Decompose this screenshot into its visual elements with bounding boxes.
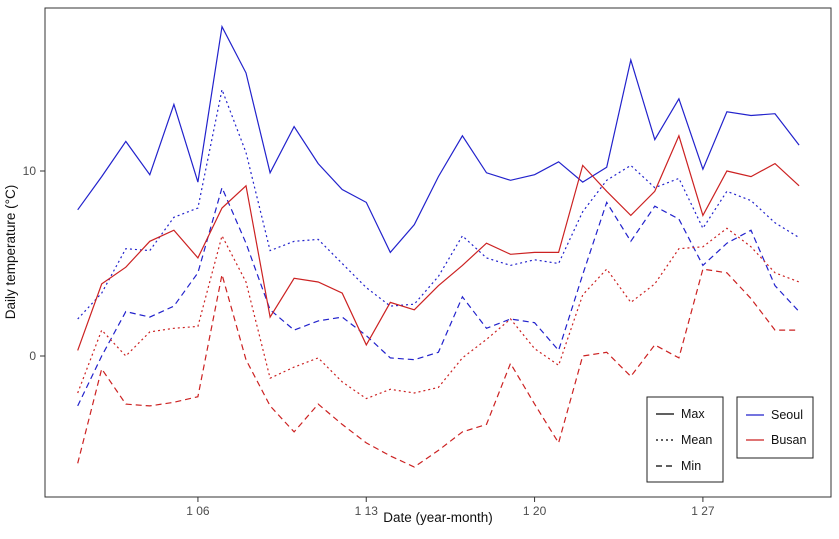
series-line-busan-max [77,134,800,351]
series-line-seoul-min [77,185,800,407]
legend-max-label: Max [681,407,705,421]
x-tick-label: 1 20 [523,504,547,518]
legend-city-box [736,396,814,459]
x-tick-label: 1 13 [355,504,379,518]
series-line-seoul-mean [77,87,800,320]
y-tick-label: 0 [29,349,36,363]
x-tick-label: 1 06 [186,504,210,518]
legend-mean-label: Mean [681,433,712,447]
legend-busan-label: Busan [771,433,806,447]
y-axis-title: Daily temperature (°C) [3,185,18,319]
x-tick-label: 1 27 [691,504,715,518]
y-tick-label: 10 [23,164,37,178]
series-line-busan-min [77,268,800,468]
axis-ticks: 1 06 1 13 1 20 1 27 0 10 [23,164,715,518]
legend-seoul-label: Seoul [771,408,803,422]
legend-city: Seoul Busan [736,396,814,459]
data-series-lines [77,24,800,468]
x-axis-title: Date (year-month) [383,510,493,525]
series-line-seoul-max [77,24,800,254]
legend-linetype-box [646,396,724,483]
legend-min-label: Min [681,459,701,473]
series-line-busan-mean [77,227,800,400]
legend-linetype: Max Mean Min [646,396,724,483]
